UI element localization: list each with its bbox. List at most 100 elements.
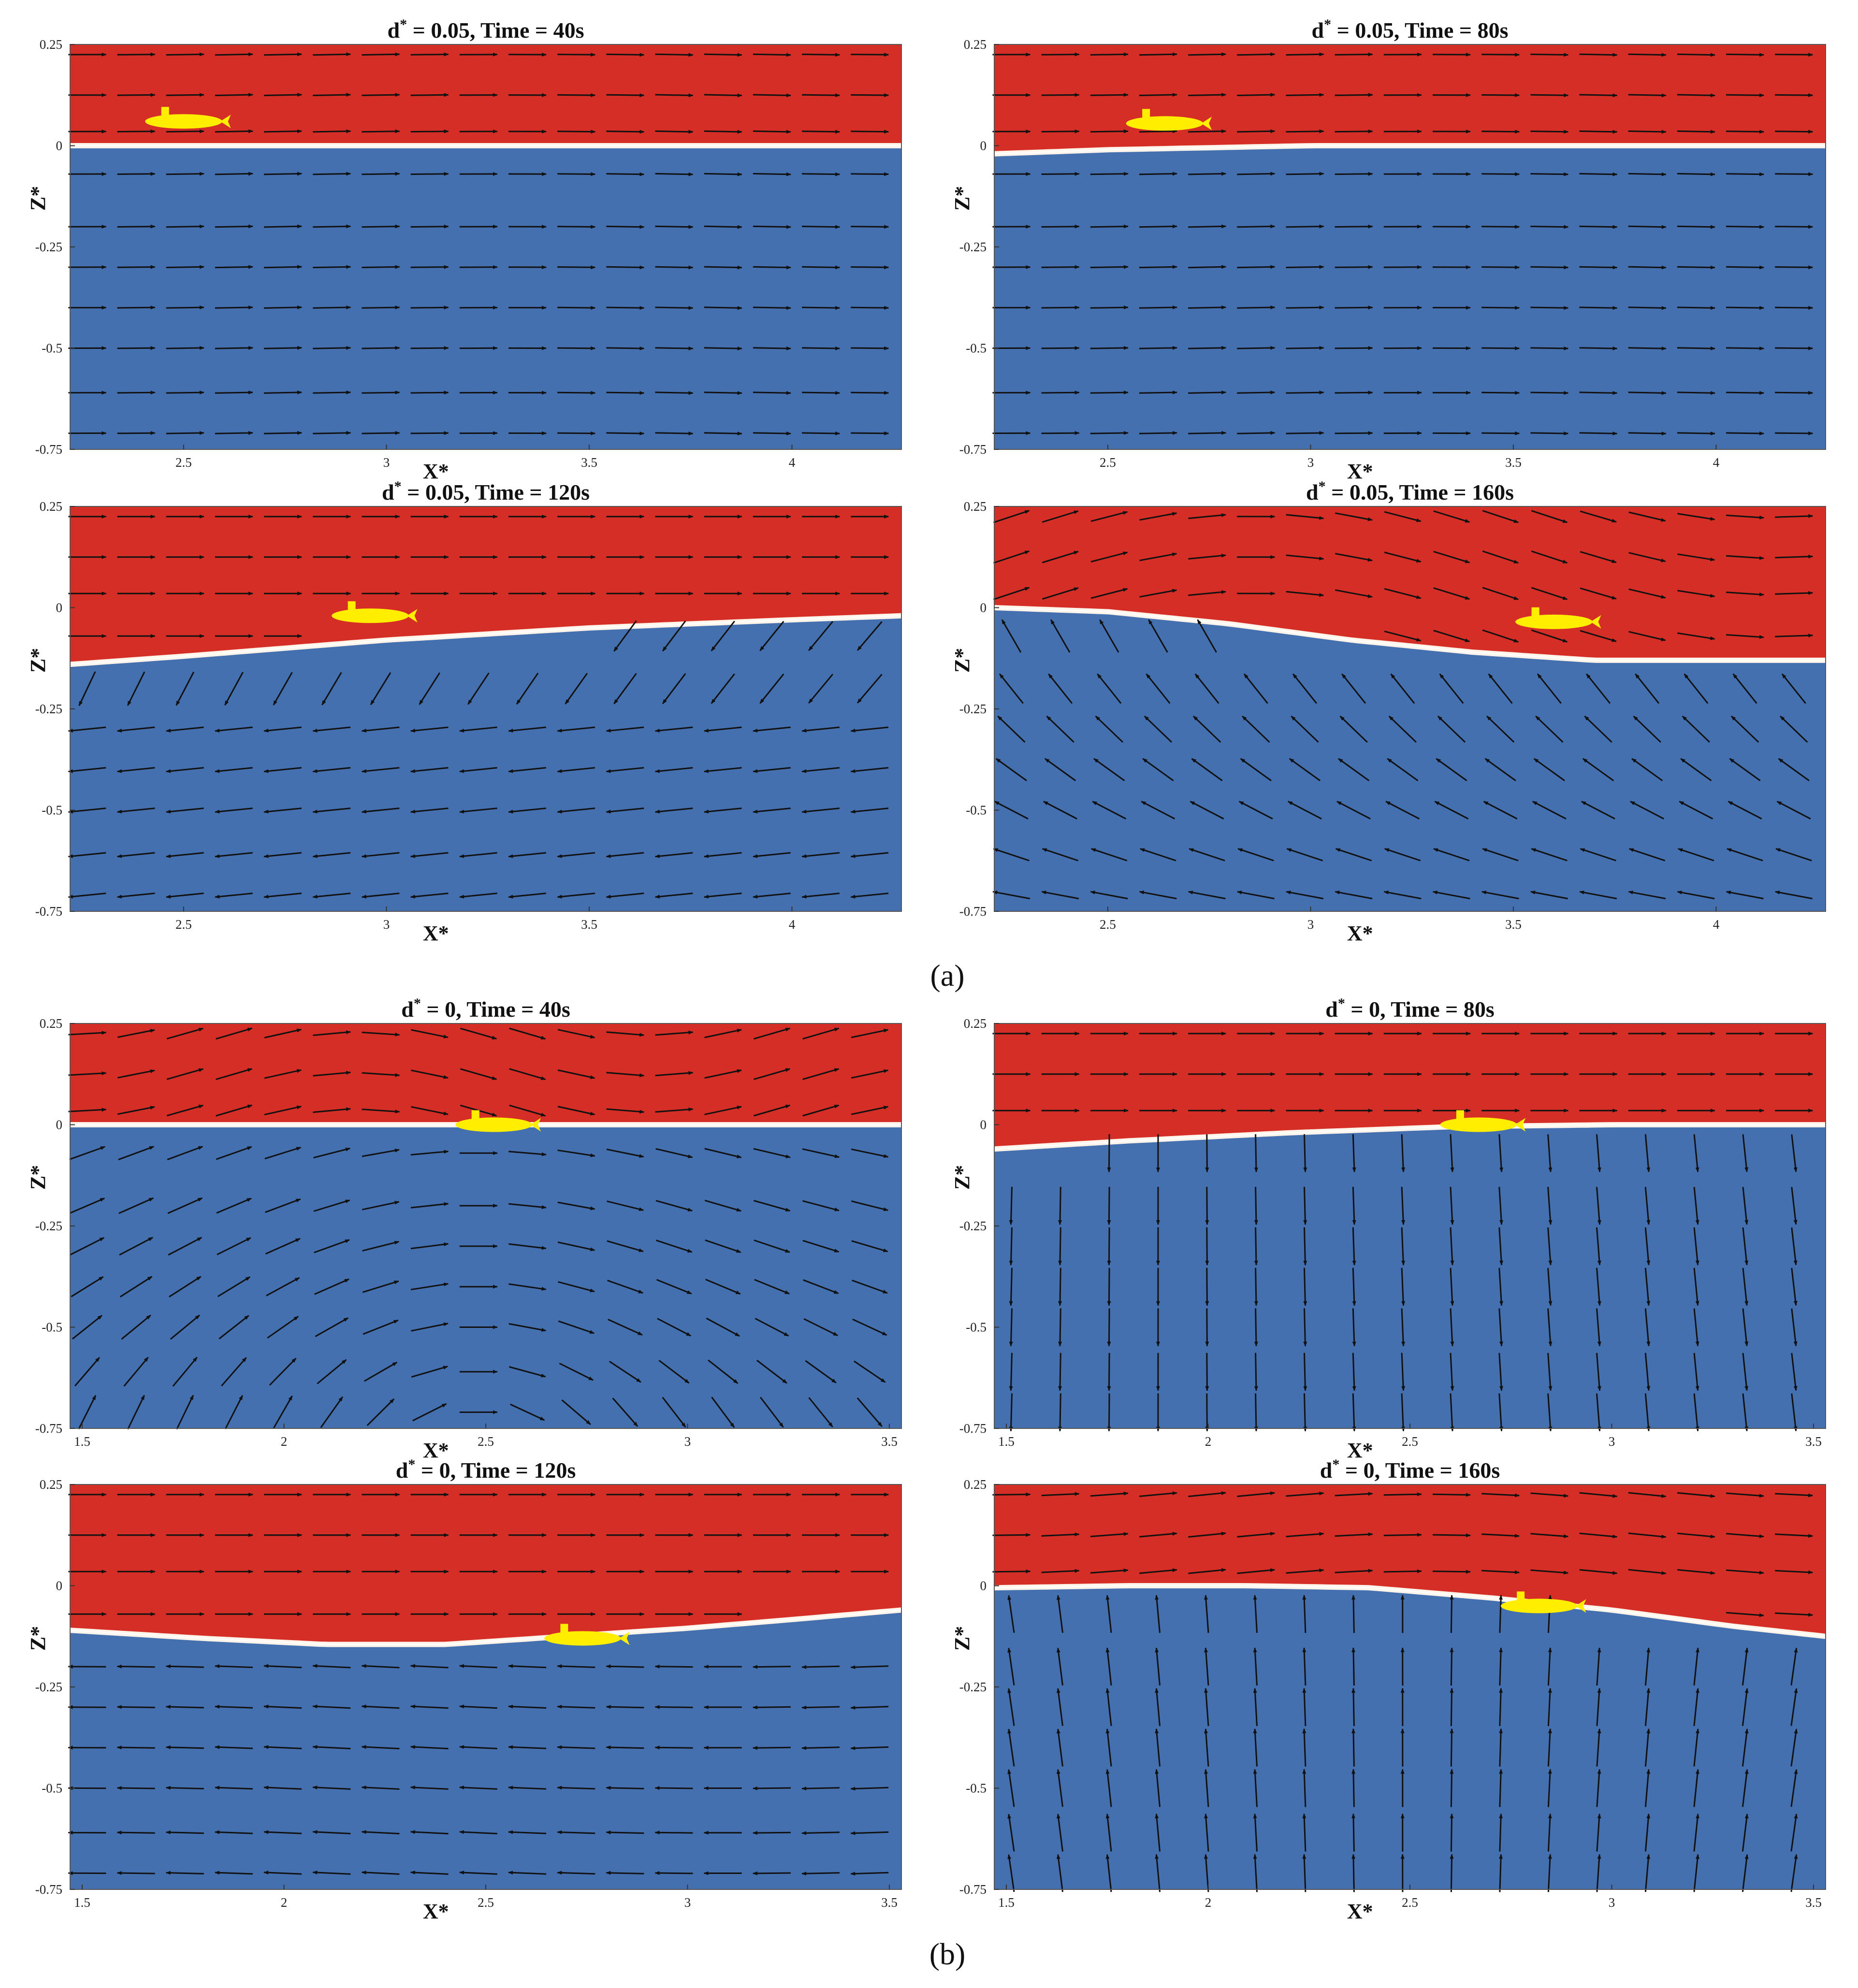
velocity-vector [410,893,449,899]
velocity-vector [851,391,889,395]
velocity-vector [1335,512,1373,521]
velocity-vector [1581,801,1615,820]
velocity-vector [1481,1533,1520,1538]
velocity-vector [361,767,400,773]
panel-5: 0.25 0 -0.25 -0.5 -0.75 1.5 2 2.5 3 3.5 X* Z* d* = 0… [26,995,902,1462]
velocity-vector [312,852,351,858]
velocity-vector [1090,129,1129,133]
velocity-vector [606,1664,644,1669]
velocity-vector [1433,630,1470,643]
velocity-vector [263,767,302,773]
velocity-vector [1335,1492,1373,1497]
velocity-vector [361,807,400,814]
velocity-vector [1579,172,1618,176]
velocity-vector [1499,1595,1503,1633]
velocity-vector [1533,758,1565,781]
velocity-vector [1302,1728,1306,1767]
velocity-vector [411,1322,449,1332]
velocity-vector [704,1069,742,1079]
panel-title: d* = 0.05, Time = 80s [1312,16,1509,43]
velocity-vector [1139,305,1177,310]
velocity-vector [1390,673,1415,704]
velocity-vector [1579,891,1617,900]
velocity-vector [1742,1227,1749,1266]
velocity-vector [166,52,204,57]
velocity-vector [1188,52,1227,57]
velocity-vector [1188,172,1227,176]
velocity-vector [1693,1769,1699,1807]
velocity-vector [508,1243,547,1250]
velocity-vector [1335,891,1373,900]
velocity-vector [606,53,645,57]
x-tick-label: 3.5 [1805,1895,1822,1910]
velocity-vector [1484,758,1516,781]
velocity-vector [606,807,644,814]
velocity-vector [1628,848,1666,862]
velocity-vector [165,1705,204,1709]
velocity-vector [362,129,400,133]
velocity-vector [215,767,253,773]
vector-field [68,515,889,899]
velocity-vector [1730,715,1759,743]
velocity-vector [1105,1854,1112,1892]
velocity-vector [509,1403,545,1421]
y-axis-label: Z* [26,1626,50,1651]
y-tick-label: 0.25 [40,37,62,52]
velocity-vector [704,265,742,270]
velocity-vector [313,431,351,435]
velocity-vector [74,1357,100,1387]
velocity-vector [1237,891,1275,900]
velocity-vector [557,1149,595,1157]
velocity-vector [1155,1647,1161,1686]
velocity-vector [1045,758,1076,781]
x-tick-label: 2 [281,1434,288,1449]
velocity-vector [217,1276,251,1297]
panel-4: 0.25 0 -0.25 -0.5 -0.75 2.5 3 3.5 4 X* Z* d* = 0.05… [950,478,1826,945]
velocity-vector [459,1786,497,1790]
velocity-vector [1486,715,1515,743]
velocity-vector [1188,590,1226,596]
velocity-vector [706,1317,740,1337]
velocity-vector [759,620,784,651]
velocity-vector [1488,673,1513,704]
velocity-vector [1090,551,1128,562]
velocity-vector [68,893,106,899]
velocity-vector [166,129,204,133]
velocity-vector [1352,1227,1356,1266]
velocity-vector [321,672,342,706]
velocity-vector [1726,1492,1764,1498]
velocity-vector [1547,1308,1553,1347]
velocity-vector [361,1704,400,1709]
velocity-vector [118,1146,155,1161]
velocity-vector [1547,1227,1553,1266]
y-axis-label: Z* [950,186,974,211]
velocity-vector [1351,1854,1356,1892]
velocity-vector [215,129,253,133]
velocity-vector [1450,1728,1454,1767]
velocity-vector [1303,1227,1307,1266]
velocity-vector [1238,801,1273,820]
velocity-vector [313,1071,351,1077]
velocity-vector [459,1664,497,1669]
air-region [994,44,1826,154]
velocity-vector [850,807,889,814]
velocity-vector [993,848,1030,862]
velocity-vector [1726,130,1765,134]
velocity-vector [1547,1728,1552,1767]
free-surface-core [994,607,1826,661]
velocity-vector [801,1705,840,1710]
velocity-vector [1628,1532,1667,1539]
velocity-vector [850,1746,889,1750]
velocity-vector [1677,225,1715,229]
velocity-vector [802,1027,840,1040]
velocity-vector [216,1197,252,1214]
velocity-vector [1579,1492,1618,1498]
velocity-vector [1286,52,1324,57]
velocity-vector [1041,305,1080,310]
velocity-vector [361,1745,400,1750]
velocity-vector [166,1068,204,1080]
x-tick-label: 3.5 [1505,455,1522,470]
velocity-vector [1775,130,1814,134]
y-tick-label: -0.75 [959,1421,987,1436]
velocity-vector [264,1105,302,1116]
